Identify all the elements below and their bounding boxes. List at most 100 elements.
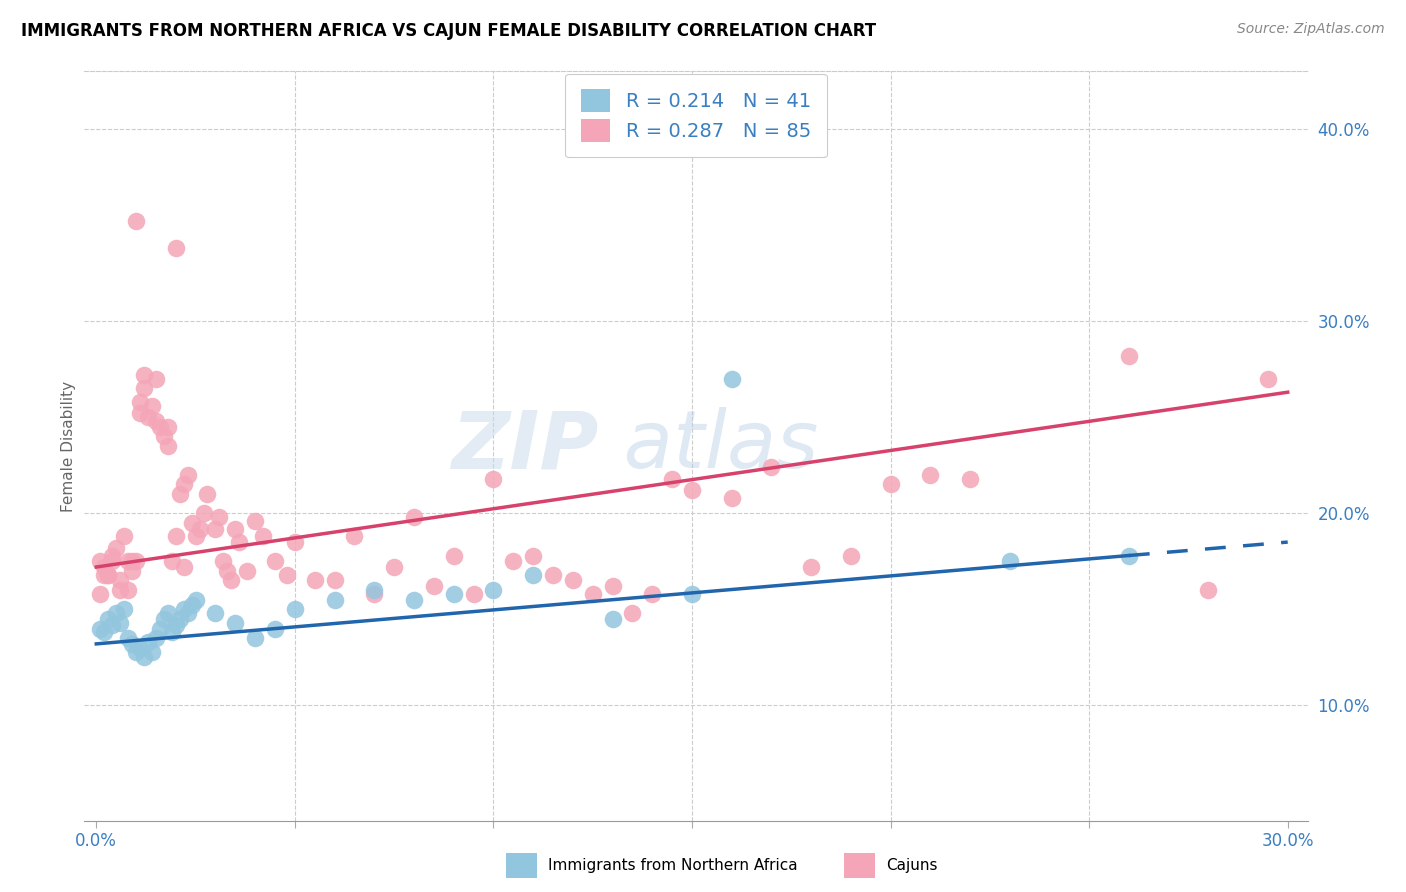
Point xyxy=(879,477,901,491)
Text: Immigrants from Northern Africa: Immigrants from Northern Africa xyxy=(548,858,799,872)
Text: IMMIGRANTS FROM NORTHERN AFRICA VS CAJUN FEMALE DISABILITY CORRELATION CHART: IMMIGRANTS FROM NORTHERN AFRICA VS CAJUN… xyxy=(21,22,876,40)
Point xyxy=(89,554,111,568)
Point xyxy=(136,410,159,425)
Point xyxy=(152,429,174,443)
Point xyxy=(443,549,465,563)
Point xyxy=(363,587,385,601)
Point xyxy=(160,625,183,640)
Point xyxy=(304,574,326,588)
Point xyxy=(402,592,425,607)
Point xyxy=(482,583,505,598)
Point xyxy=(112,529,135,543)
Point xyxy=(402,510,425,524)
Point xyxy=(602,579,624,593)
Point xyxy=(145,372,167,386)
Point xyxy=(97,567,120,582)
Point xyxy=(284,535,307,549)
Point xyxy=(165,617,187,632)
Point xyxy=(89,587,111,601)
Point xyxy=(641,587,664,601)
Point xyxy=(661,472,683,486)
Point xyxy=(323,592,346,607)
Point xyxy=(343,529,366,543)
Point xyxy=(93,567,115,582)
Point xyxy=(482,472,505,486)
Point xyxy=(243,514,266,528)
Point xyxy=(423,579,446,593)
Point xyxy=(169,612,191,626)
Point xyxy=(165,241,187,255)
Point xyxy=(145,631,167,645)
Point xyxy=(112,602,135,616)
Point xyxy=(149,622,172,636)
Point xyxy=(136,635,159,649)
Point xyxy=(121,564,143,578)
Text: Cajuns: Cajuns xyxy=(886,858,938,872)
Point xyxy=(108,583,131,598)
Point xyxy=(141,644,163,658)
Point xyxy=(839,549,862,563)
Point xyxy=(125,644,148,658)
Point xyxy=(621,606,644,620)
Point xyxy=(89,622,111,636)
Point xyxy=(1118,549,1140,563)
Point xyxy=(208,510,231,524)
Point xyxy=(443,587,465,601)
Point xyxy=(582,587,605,601)
Text: atlas: atlas xyxy=(598,407,818,485)
Point xyxy=(204,522,226,536)
Point xyxy=(129,640,152,655)
Point xyxy=(224,615,246,630)
Point xyxy=(284,602,307,616)
Point xyxy=(169,487,191,501)
Point xyxy=(173,477,195,491)
Point xyxy=(463,587,485,601)
Point xyxy=(522,567,544,582)
Point xyxy=(101,549,124,563)
Point xyxy=(363,583,385,598)
Y-axis label: Female Disability: Female Disability xyxy=(60,380,76,512)
Point xyxy=(217,564,239,578)
Point xyxy=(1118,349,1140,363)
Point xyxy=(720,372,742,386)
Point xyxy=(132,650,155,665)
Text: ZIP: ZIP xyxy=(451,407,598,485)
Point xyxy=(522,549,544,563)
Point xyxy=(264,554,287,568)
Point xyxy=(959,472,981,486)
Point xyxy=(132,381,155,395)
Point xyxy=(132,368,155,382)
Point xyxy=(117,631,139,645)
Point xyxy=(276,567,298,582)
Point xyxy=(156,419,179,434)
Point xyxy=(165,529,187,543)
Point xyxy=(236,564,259,578)
Point xyxy=(243,631,266,645)
Point xyxy=(145,414,167,428)
Point xyxy=(125,554,148,568)
Point xyxy=(184,592,207,607)
Point xyxy=(176,467,198,482)
Point xyxy=(252,529,274,543)
Point xyxy=(382,560,405,574)
Point xyxy=(129,406,152,420)
Point xyxy=(221,574,243,588)
Point xyxy=(117,554,139,568)
Point xyxy=(121,554,143,568)
Point xyxy=(204,606,226,620)
Point xyxy=(761,460,783,475)
Point xyxy=(152,612,174,626)
Point xyxy=(176,606,198,620)
Point xyxy=(180,516,202,530)
Point xyxy=(141,399,163,413)
Point xyxy=(93,625,115,640)
Point xyxy=(101,554,124,568)
Point xyxy=(681,483,703,498)
Point xyxy=(681,587,703,601)
Point xyxy=(156,439,179,453)
Point xyxy=(160,554,183,568)
Point xyxy=(105,606,128,620)
Point xyxy=(101,617,124,632)
Point xyxy=(264,622,287,636)
Point xyxy=(920,467,942,482)
